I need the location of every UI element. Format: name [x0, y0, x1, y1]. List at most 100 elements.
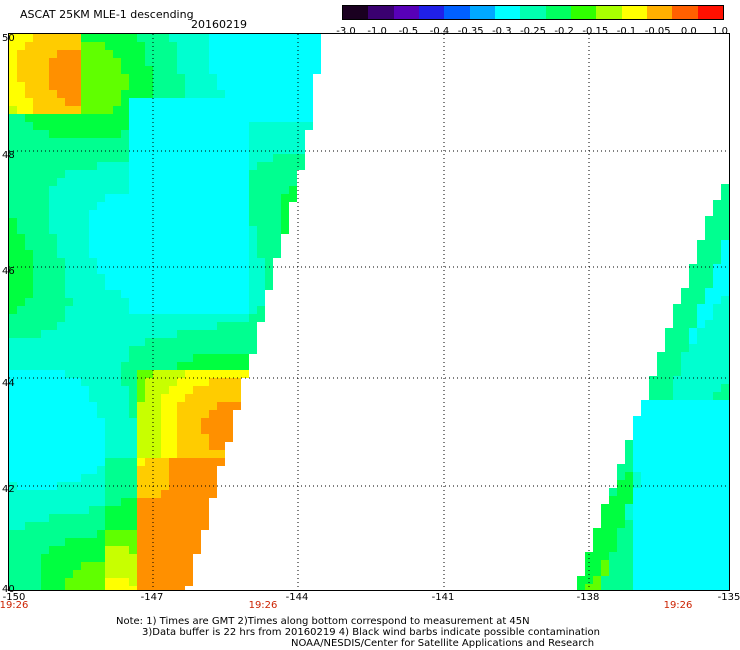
swath-cell [281, 202, 289, 210]
swath-cell [281, 106, 289, 114]
swath-cell [681, 456, 689, 464]
swath-cell [657, 376, 665, 384]
swath-cell [9, 506, 17, 514]
swath-cell [169, 90, 177, 98]
swath-cell [153, 194, 161, 202]
swath-cell [201, 202, 209, 210]
swath-cell [9, 74, 17, 82]
swath-cell [17, 266, 25, 274]
swath-cell [161, 354, 169, 362]
swath-cell [209, 114, 217, 122]
swath-cell [185, 538, 193, 546]
swath-cell [681, 328, 689, 336]
swath-cell [89, 178, 97, 186]
swath-cell [41, 282, 49, 290]
swath-cell [641, 480, 649, 488]
swath-cell [657, 392, 665, 400]
swath-cell [57, 250, 65, 258]
swath-cell [209, 258, 217, 266]
swath-cell [697, 264, 705, 272]
swath-cell [193, 290, 201, 298]
swath-cell [241, 282, 249, 290]
swath-cell [41, 298, 49, 306]
swath-cell [193, 306, 201, 314]
swath-cell [81, 250, 89, 258]
swath-cell [73, 42, 81, 50]
swath-cell [73, 586, 81, 590]
swath-cell [9, 434, 17, 442]
swath-cell [177, 34, 185, 42]
swath-cell [137, 450, 145, 458]
swath-cell [633, 584, 641, 590]
swath-cell [41, 418, 49, 426]
swath-cell [217, 314, 225, 322]
swath-cell [57, 346, 65, 354]
swath-cell [65, 250, 73, 258]
swath-cell [169, 194, 177, 202]
swath-cell [17, 162, 25, 170]
swath-cell [81, 98, 89, 106]
swath-cell [713, 584, 721, 590]
swath-cell [273, 202, 281, 210]
swath-cell [49, 490, 57, 498]
swath-cell [113, 298, 121, 306]
swath-cell [137, 194, 145, 202]
swath-cell [217, 74, 225, 82]
swath-cell [721, 416, 729, 424]
swath-cell [233, 402, 241, 410]
swath-cell [673, 344, 681, 352]
swath-cell [49, 114, 57, 122]
swath-cell [185, 274, 193, 282]
swath-cell [713, 392, 721, 400]
swath-cell [89, 306, 97, 314]
swath-cell [705, 216, 713, 224]
swath-cell [249, 58, 257, 66]
swath-cell [9, 130, 17, 138]
swath-cell [185, 434, 193, 442]
swath-cell [65, 130, 73, 138]
swath-cell [137, 226, 145, 234]
swath-cell [121, 282, 129, 290]
swath-cell [113, 34, 121, 42]
swath-cell [33, 138, 41, 146]
swath-cell [689, 368, 697, 376]
swath-cell [137, 250, 145, 258]
swath-cell [209, 370, 217, 378]
swath-cell [145, 90, 153, 98]
swath-cell [57, 314, 65, 322]
swath-cell [177, 234, 185, 242]
swath-cell [89, 586, 97, 590]
swath-cell [145, 34, 153, 42]
swath-cell [121, 90, 129, 98]
swath-cell [33, 234, 41, 242]
swath-cell [169, 418, 177, 426]
swath-cell [601, 560, 609, 568]
swath-cell [689, 344, 697, 352]
swath-cell [657, 352, 665, 360]
swath-cell [33, 570, 41, 578]
swath-cell [73, 426, 81, 434]
swath-cell [49, 530, 57, 538]
swath-cell [97, 346, 105, 354]
swath-cell [169, 218, 177, 226]
swath-cell [297, 162, 305, 170]
swath-cell [121, 138, 129, 146]
swath-cell [113, 130, 121, 138]
swath-cell [105, 98, 113, 106]
swath-cell [257, 82, 265, 90]
swath-cell [129, 130, 137, 138]
swath-cell [41, 490, 49, 498]
swath-cell [209, 338, 217, 346]
swath-cell [89, 202, 97, 210]
swath-cell [161, 490, 169, 498]
swath-cell [105, 266, 113, 274]
swath-cell [113, 98, 121, 106]
swath-cell [201, 258, 209, 266]
swath-cell [81, 354, 89, 362]
swath-cell [617, 560, 625, 568]
swath-cell [137, 394, 145, 402]
swath-cell [241, 330, 249, 338]
swath-cell [177, 98, 185, 106]
swath-cell [225, 298, 233, 306]
swath-cell [97, 130, 105, 138]
